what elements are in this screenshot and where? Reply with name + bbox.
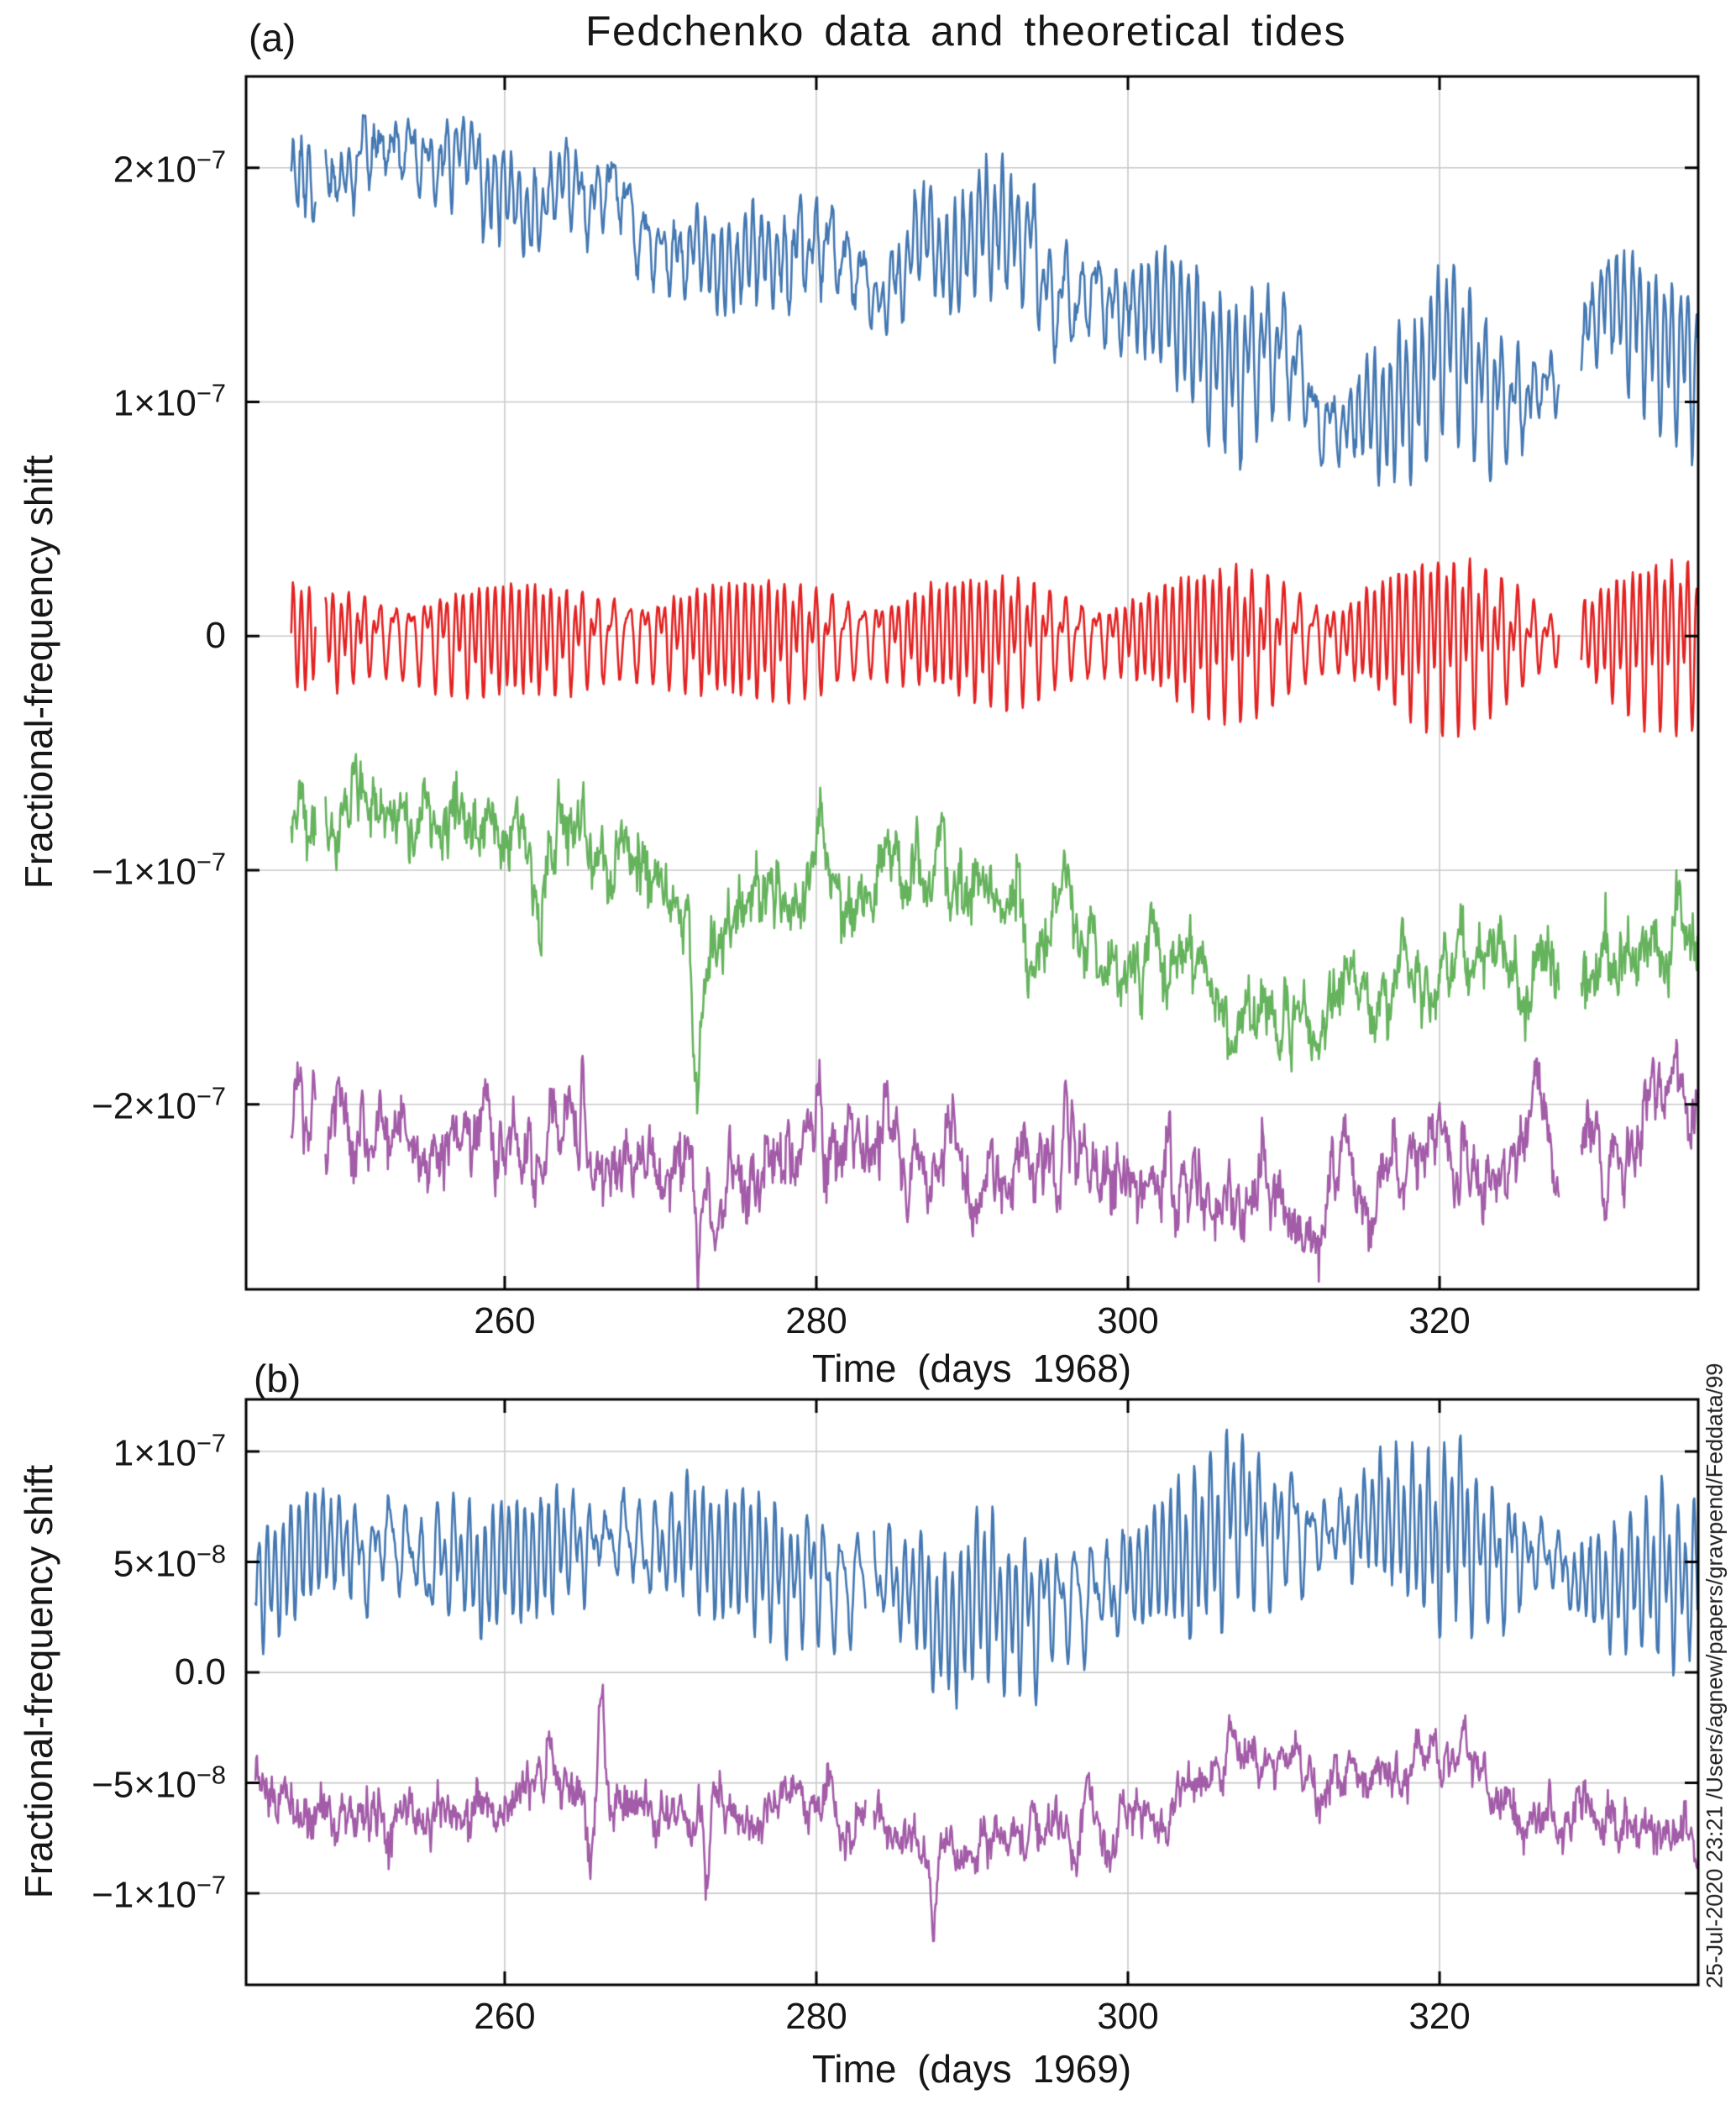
- x-axis-label-panel-a: Time (days 1968): [811, 1346, 1132, 1390]
- x-tick-label: 260: [474, 1300, 536, 1341]
- y-tick-label: −1×10−7: [92, 1870, 226, 1916]
- x-tick-label: 300: [1097, 1300, 1159, 1341]
- y-tick-label: 2×10−7: [113, 144, 226, 191]
- y-tick-label: 5×10−8: [113, 1539, 226, 1584]
- y-axis-label-panel-a: Fractional-frequency shift: [17, 454, 60, 890]
- y-tick-label: 1×10−7: [113, 1428, 226, 1474]
- x-tick-label: 260: [474, 1996, 536, 2037]
- x-tick-label: 320: [1408, 1300, 1471, 1341]
- figure-title: Fedchenko data and theoretical tides: [585, 8, 1346, 55]
- panel-b-label: (b): [254, 1357, 302, 1400]
- y-tick-label: −2×10−7: [92, 1081, 226, 1127]
- x-tick-label: 280: [785, 1300, 847, 1341]
- x-tick-label: 320: [1408, 1996, 1471, 2037]
- y-tick-label: −1×10−7: [92, 847, 226, 893]
- x-tick-label: 280: [785, 1996, 847, 2037]
- y-tick-label: 0.0: [174, 1651, 226, 1693]
- y-tick-label: 0: [205, 615, 226, 657]
- x-tick-label: 300: [1097, 1996, 1159, 2037]
- panel-a-label: (a): [249, 16, 296, 60]
- y-axis-label-panel-b: Fractional-frequency shift: [17, 1464, 60, 1899]
- y-tick-label: 1×10−7: [113, 379, 226, 424]
- timestamp-filepath-annotation: 25-Jul-2020 23:21 /Users/agnew/papers/gr…: [1702, 1362, 1728, 1989]
- y-tick-label: −5×10−8: [92, 1760, 226, 1805]
- x-axis-label-panel-b: Time (days 1969): [811, 2047, 1132, 2091]
